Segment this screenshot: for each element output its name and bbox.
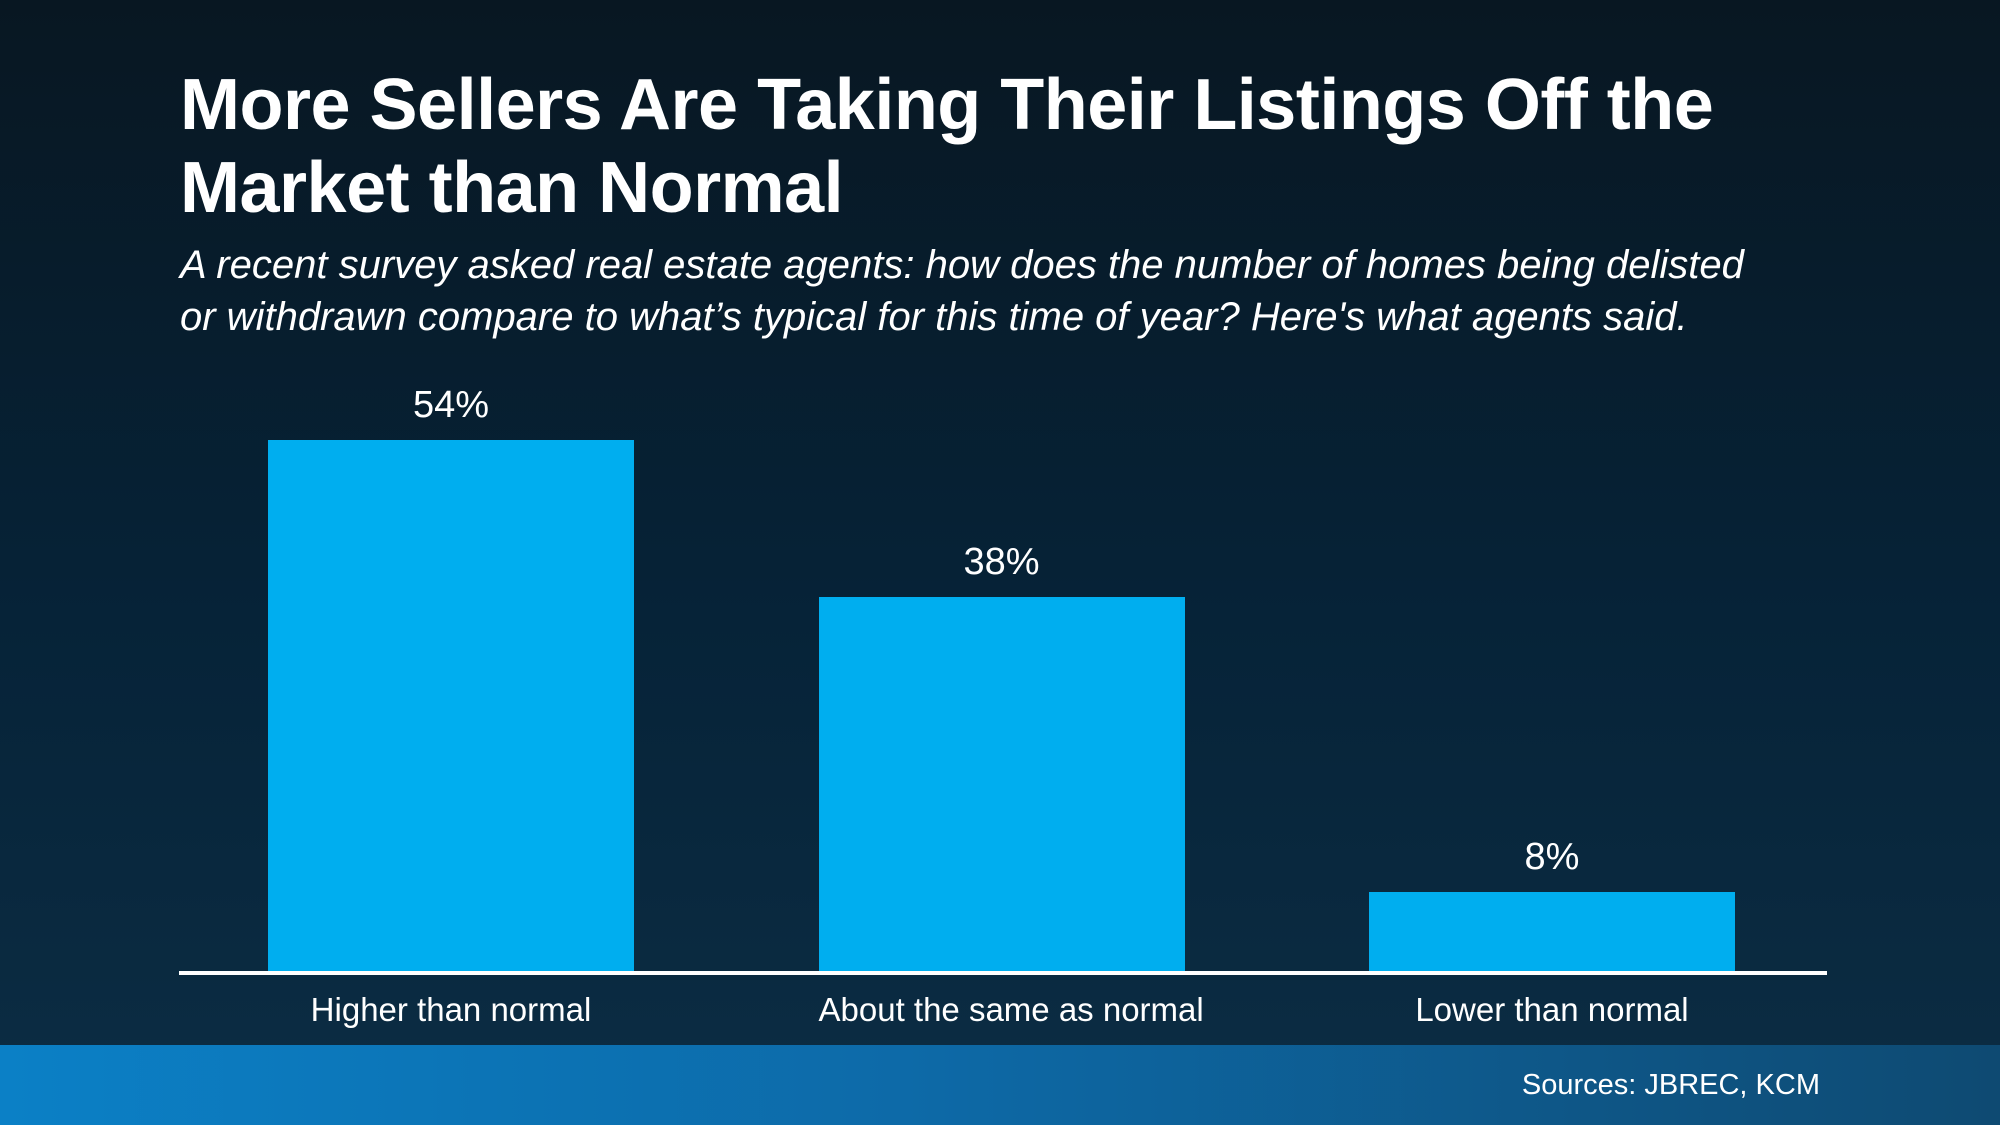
sources-label: Sources: JBREC, KCM bbox=[1521, 1069, 1820, 1101]
category-axis-labels: Higher than normal About the same as norm… bbox=[179, 990, 1827, 1030]
footer-bar: Sources: JBREC, KCM bbox=[0, 1045, 2000, 1125]
category-label: Higher than normal bbox=[310, 991, 592, 1028]
bar bbox=[268, 440, 634, 971]
category-label: Lower than normal bbox=[1415, 991, 1689, 1028]
page-title-line-2: Market than Normal bbox=[180, 148, 844, 228]
bar-value-label: 8% bbox=[1524, 836, 1580, 878]
bar-value-label: 38% bbox=[963, 541, 1040, 583]
page-title: More Sellers Are Taking Their Listings O… bbox=[180, 64, 1714, 230]
category-label: About the same as normal bbox=[818, 991, 1204, 1028]
bar-value-label: 54% bbox=[412, 384, 490, 426]
bar-chart: 54% 38% 8% Higher than normal About the sam… bbox=[179, 384, 1827, 1030]
bar-column: 8% bbox=[1369, 834, 1735, 971]
bar-column: 54% bbox=[268, 382, 634, 971]
bar bbox=[1369, 892, 1735, 971]
bar bbox=[818, 597, 1185, 971]
page-subtitle: A recent survey asked real estate agents… bbox=[180, 239, 1744, 343]
page-subtitle-line-2: or withdrawn compare to what’s typical f… bbox=[180, 295, 1688, 339]
bar-column: 38% bbox=[818, 539, 1185, 971]
x-axis-line bbox=[179, 971, 1827, 975]
page-title-line-1: More Sellers Are Taking Their Listings O… bbox=[180, 65, 1714, 145]
page-subtitle-line-1: A recent survey asked real estate agents… bbox=[180, 243, 1744, 287]
plot-area: 54% 38% 8% bbox=[179, 384, 1827, 971]
